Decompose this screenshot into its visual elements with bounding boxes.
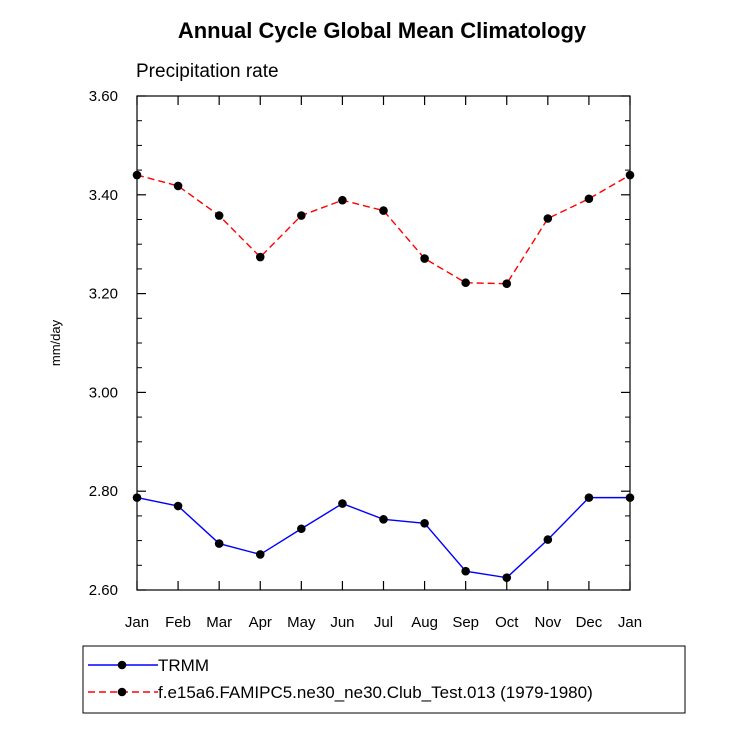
legend-marker-1 — [117, 660, 127, 670]
chart-subtitle: Precipitation rate — [136, 61, 279, 82]
series-2-point — [543, 214, 553, 223]
y-axis-label: mm/day — [48, 319, 63, 366]
series-1-point — [214, 539, 224, 548]
series-2-point — [297, 211, 306, 220]
series-line-1 — [136, 496, 630, 579]
series-2-point — [502, 279, 512, 289]
series-group — [132, 170, 635, 582]
y-tick-label: 3.00 — [89, 384, 118, 401]
series-2-point — [420, 254, 429, 263]
x-tick-label: Jul — [374, 614, 393, 631]
legend-marker-2 — [117, 687, 127, 697]
x-tick-label: Jan — [125, 614, 149, 631]
legend-label-2: f.e15a6.FAMIPC5.ne30_ne30.Club_Test.013 … — [158, 683, 593, 702]
legend-items: TRMM f.e15a6.FAMIPC5.ne30_ne30.Club_Test.… — [88, 656, 593, 702]
legend: TRMM f.e15a6.FAMIPC5.ne30_ne30.Club_Test.… — [82, 645, 686, 714]
series-1-point — [420, 519, 429, 528]
series-line-2 — [136, 174, 631, 285]
series-2-point — [173, 181, 183, 191]
series-2-point — [255, 252, 265, 262]
series-2-point — [379, 206, 388, 215]
series-1-point — [173, 501, 183, 511]
y-tick-label: 3.60 — [89, 88, 118, 105]
series-1-point — [502, 573, 512, 582]
series-1-point — [543, 535, 553, 544]
x-tick-label: Sep — [452, 614, 479, 631]
series-1-point — [255, 550, 265, 559]
y-tick-label: 2.60 — [89, 582, 118, 599]
x-tick-label: Jan — [618, 614, 642, 631]
series-2-point — [584, 194, 594, 204]
series-1-point — [379, 515, 388, 524]
legend-box — [82, 645, 686, 714]
x-tick-label: Aug — [411, 614, 438, 631]
x-tick-label: Feb — [165, 614, 191, 631]
x-tick-label: Oct — [495, 614, 519, 631]
y-tick-label: 3.40 — [89, 187, 118, 204]
x-tick-labels: Jan Feb Mar Apr May Jun Jul Aug Sep Oct Nov Dec Jan — [125, 614, 642, 631]
series-2-point — [461, 278, 470, 288]
x-tick-label: Apr — [249, 614, 272, 631]
y-tick-label: 3.20 — [89, 286, 118, 303]
y-tick-labels: 2.60 2.80 3.00 3.20 3.40 3.60 — [89, 88, 118, 599]
x-tick-label: May — [287, 614, 316, 631]
plot-frame — [136, 95, 631, 591]
x-tick-label: Nov — [534, 614, 561, 631]
series-2-point — [214, 211, 224, 220]
x-tick-label: Jun — [330, 614, 354, 631]
series-1-point — [584, 493, 594, 502]
x-tick-label: Dec — [576, 614, 603, 631]
series-1-point — [338, 499, 347, 508]
chart-title: Annual Cycle Global Mean Climatology — [178, 18, 587, 43]
x-tick-label: Mar — [206, 614, 232, 631]
y-tick-label: 2.80 — [89, 483, 118, 500]
series-1-point — [297, 524, 306, 534]
series-1-point — [461, 566, 470, 576]
series-2-point — [338, 195, 347, 205]
legend-label-1: TRMM — [158, 656, 209, 675]
